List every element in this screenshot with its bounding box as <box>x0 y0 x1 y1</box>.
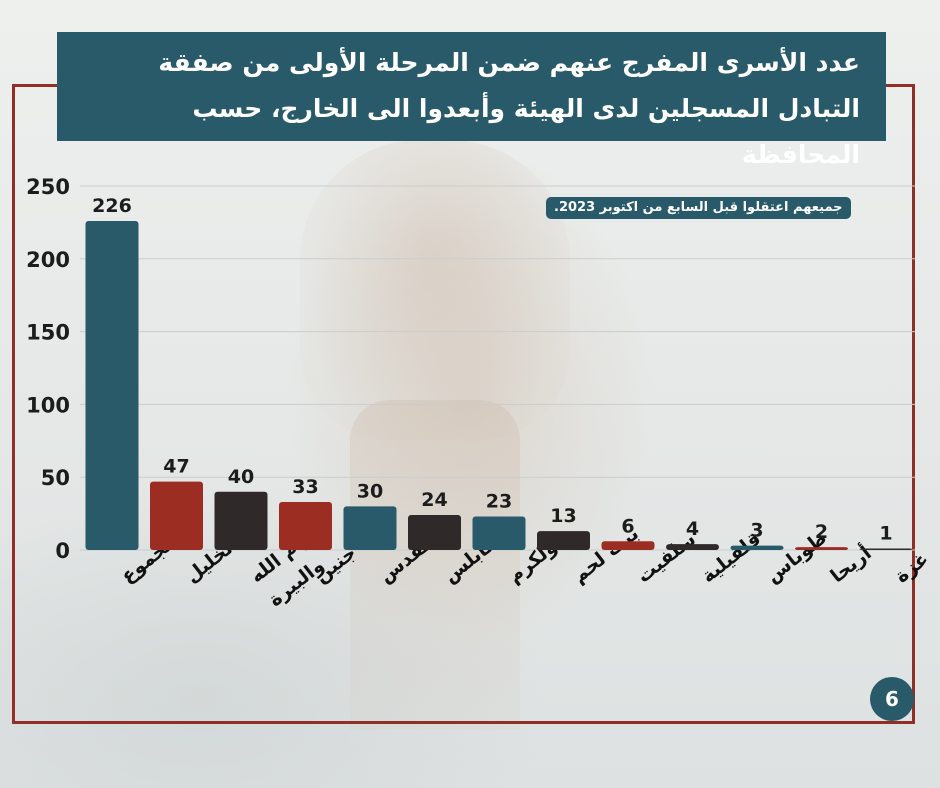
category-label-text: غزة <box>891 548 933 588</box>
data-label: 226 <box>92 195 132 217</box>
data-label: 30 <box>357 480 383 502</box>
bar <box>601 541 655 550</box>
page-number-badge: 6 <box>870 677 914 721</box>
bar <box>214 491 268 550</box>
bar <box>730 545 784 550</box>
bar <box>859 548 913 550</box>
title-banner: عدد الأسرى المفرج عنهم ضمن المرحلة الأول… <box>57 32 886 169</box>
y-tick-label: 250 <box>26 175 70 199</box>
chart-note: جميعهم اعتقلوا قبل السابع من اكتوبر 2023… <box>546 197 851 219</box>
bar <box>408 515 461 550</box>
data-label: 47 <box>163 456 189 478</box>
y-tick-label: 0 <box>55 539 70 563</box>
bar <box>343 506 397 550</box>
arm-image <box>350 400 520 730</box>
data-label: 4 <box>686 518 699 540</box>
data-label: 3 <box>750 520 763 542</box>
y-tick-label: 50 <box>41 466 70 490</box>
y-tick-label: 100 <box>26 393 70 417</box>
bar <box>666 544 719 550</box>
data-label: 24 <box>421 489 447 511</box>
bar <box>472 516 526 550</box>
y-tick-label: 200 <box>26 248 70 272</box>
bar <box>85 220 139 550</box>
bar <box>537 531 590 550</box>
data-label: 40 <box>228 466 254 488</box>
data-label: 6 <box>621 515 634 537</box>
data-label: 13 <box>550 505 576 527</box>
data-label: 1 <box>879 523 892 545</box>
chart-title: عدد الأسرى المفرج عنهم ضمن المرحلة الأول… <box>158 48 860 169</box>
data-label: 33 <box>292 476 318 498</box>
category-label: غزة <box>891 548 933 588</box>
y-tick-label: 150 <box>26 321 70 345</box>
bar <box>795 547 848 550</box>
bar <box>150 481 203 550</box>
data-label: 23 <box>486 491 512 513</box>
data-label: 2 <box>815 521 828 543</box>
raised-fist-image <box>300 140 570 440</box>
bar <box>279 501 332 550</box>
